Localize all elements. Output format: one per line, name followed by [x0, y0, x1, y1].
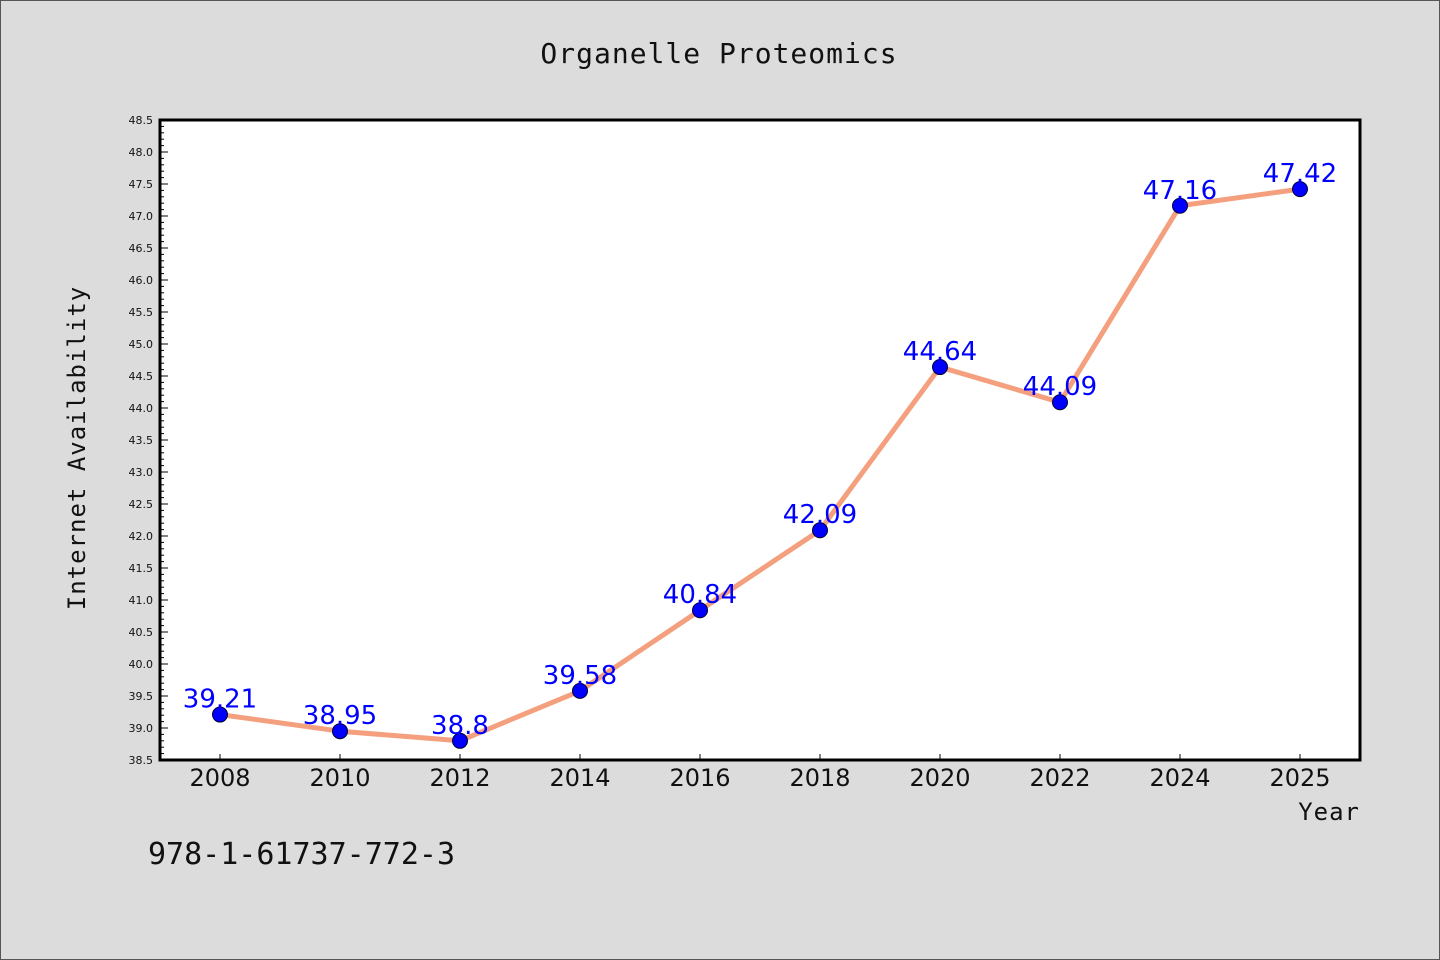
data-point [1172, 197, 1188, 214]
series-line-group [212, 181, 1308, 749]
y-tick-label: 45.5 [129, 306, 154, 319]
data-point [572, 682, 588, 699]
y-tick-label: 47.0 [129, 210, 154, 223]
y-tick-label: 41.5 [129, 562, 154, 575]
x-tick-label: 2022 [1029, 764, 1090, 792]
x-tick-label: 2020 [909, 764, 970, 792]
x-tick-label: 2025 [1269, 764, 1330, 792]
y-tick-label: 44.0 [129, 402, 154, 415]
y-tick-label: 42.5 [129, 498, 154, 511]
data-point [932, 359, 948, 376]
x-tick-label: 2008 [189, 764, 250, 792]
y-tick-label: 44.5 [129, 370, 154, 383]
data-label: 42.09 [783, 500, 857, 530]
data-label: 38.8 [431, 711, 489, 741]
y-tick-label: 46.0 [129, 274, 154, 287]
y-tick-label: 38.5 [129, 754, 154, 767]
x-tick-label: 2016 [669, 764, 730, 792]
y-tick-label: 39.0 [129, 722, 154, 735]
x-axis: 2008 2010 2012 2014 2016 2018 2020 2022 2024 2025 [189, 754, 1331, 792]
data-point [1052, 394, 1068, 411]
data-point [452, 732, 468, 749]
y-tick-label: 48.0 [129, 146, 154, 159]
data-point [812, 522, 828, 539]
y-tick-label: 42.0 [129, 530, 154, 543]
data-label: 40.84 [663, 580, 737, 610]
x-tick-label: 2018 [789, 764, 850, 792]
data-point [212, 706, 228, 723]
data-labels: 39.21 38.95 38.8 39.58 40.84 42.09 44.64 44.09 4… [183, 159, 1337, 741]
isbn-text: 978-1-61737-772-3 [148, 837, 455, 872]
data-label: 38.95 [303, 701, 377, 731]
data-point [1292, 181, 1308, 198]
plot-area [158, 118, 1362, 762]
y-axis: 38.5 39.0 39.5 40.0 40.5 41.0 41.5 42.0 42.5 43.0… [129, 114, 168, 767]
x-tick-label: 2012 [429, 764, 490, 792]
data-label: 47.42 [1263, 159, 1337, 189]
y-tick-label: 39.5 [129, 690, 154, 703]
y-axis-label: Internet Availability [63, 286, 91, 610]
y-tick-label: 43.5 [129, 434, 154, 447]
x-tick-label: 2010 [309, 764, 370, 792]
data-label: 44.09 [1023, 372, 1097, 402]
x-tick-label: 2024 [1149, 764, 1210, 792]
data-label: 44.64 [903, 337, 977, 367]
y-tick-label: 48.5 [129, 114, 154, 127]
data-point [692, 602, 708, 619]
data-label: 39.58 [543, 661, 617, 691]
y-tick-label: 41.0 [129, 594, 154, 607]
chart-title: Organelle Proteomics [540, 37, 897, 70]
y-tick-label: 40.0 [129, 658, 154, 671]
y-tick-label: 47.5 [129, 178, 154, 191]
y-tick-label: 43.0 [129, 466, 154, 479]
y-tick-label: 46.5 [129, 242, 154, 255]
x-tick-label: 2014 [549, 764, 610, 792]
data-label: 47.16 [1143, 176, 1217, 206]
x-axis-label: Year [1298, 798, 1360, 826]
series-line [217, 186, 1303, 744]
y-tick-label: 40.5 [129, 626, 154, 639]
y-tick-label: 45.0 [129, 338, 154, 351]
data-point [332, 723, 348, 740]
data-label: 39.21 [183, 685, 257, 715]
